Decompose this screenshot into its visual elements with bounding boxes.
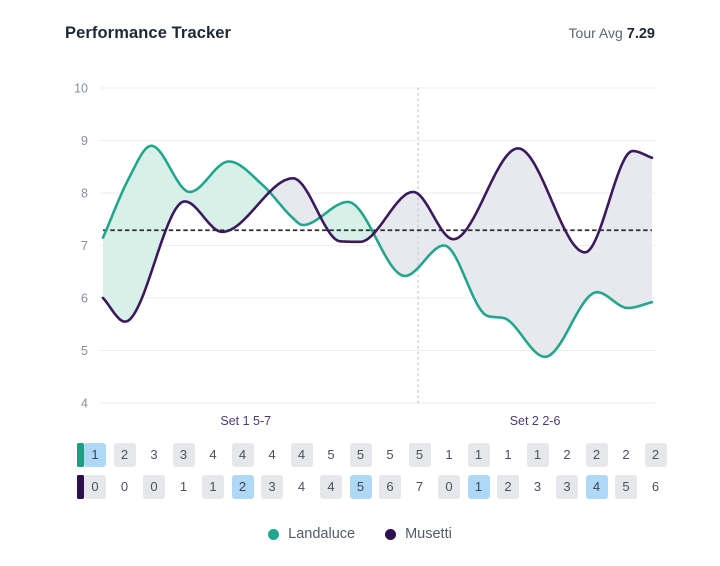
- tour-avg-label: Tour Avg: [568, 25, 623, 41]
- y-axis-tick-label: 7: [81, 239, 88, 253]
- musetti-line: [101, 147, 654, 323]
- musetti-area-fill: [373, 148, 652, 357]
- y-axis-tick-label: 5: [81, 344, 88, 358]
- landaluce-area-fill: [103, 145, 270, 322]
- tour-avg-value: 7.29: [626, 26, 655, 42]
- chart-legend: Landaluce Musetti: [0, 522, 720, 546]
- legend-dot-icon: [385, 528, 397, 540]
- y-axis-tick-label: 4: [81, 396, 88, 410]
- landaluce-line: [101, 144, 654, 359]
- legend-label: Musetti: [405, 526, 452, 542]
- set-label: Set 1 5-7: [220, 414, 271, 428]
- musetti-area-fill: [269, 178, 321, 225]
- set-label: Set 2 2-6: [510, 414, 561, 428]
- legend-label: Landaluce: [288, 526, 356, 542]
- page-title: Performance Tracker: [65, 24, 232, 42]
- legend-item-musetti[interactable]: Musetti: [385, 526, 452, 542]
- legend-dot-icon: [268, 528, 280, 540]
- y-axis-tick-label: 6: [81, 291, 88, 305]
- tour-avg: Tour Avg 7.29: [569, 25, 655, 42]
- y-axis-tick-label: 9: [81, 134, 88, 148]
- y-axis-tick-label: 10: [74, 81, 88, 95]
- card-header: Performance Tracker Tour Avg 7.29: [65, 24, 655, 46]
- y-axis-tick-label: 8: [81, 186, 88, 200]
- legend-item-landaluce[interactable]: Landaluce: [268, 526, 355, 542]
- landaluce-area-fill: [320, 201, 374, 242]
